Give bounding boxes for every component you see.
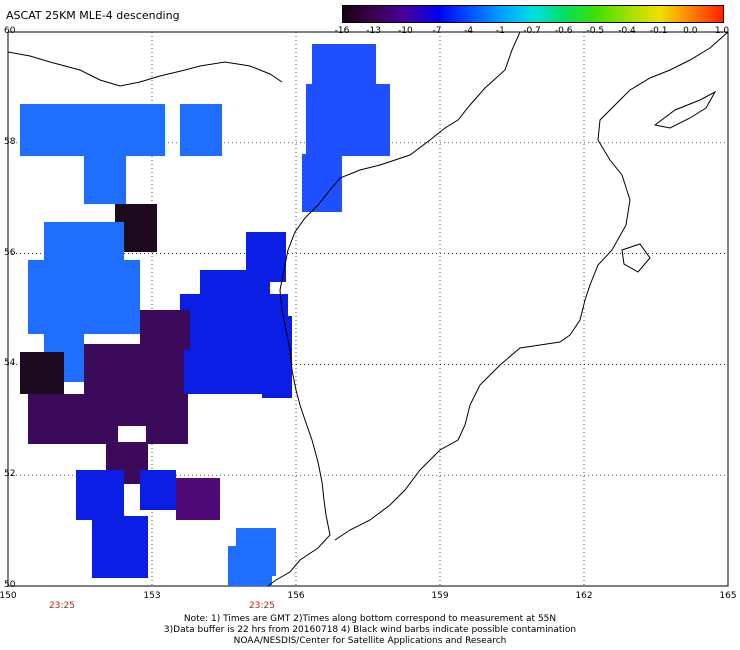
map-title: ASCAT 25KM MLE-4 descending <box>6 9 180 22</box>
swath-cell <box>312 44 376 84</box>
swath-cell <box>28 260 140 334</box>
lon-label: 162 <box>575 591 593 601</box>
swath-cell <box>180 104 222 156</box>
colorbar-tick: -10 <box>397 26 413 36</box>
swath-cell <box>262 316 292 398</box>
colorbar-tick: -7 <box>432 26 442 36</box>
colorbar-tick: -0.6 <box>554 26 573 36</box>
coast-north <box>7 51 283 87</box>
swath-cell <box>76 470 124 520</box>
swath-cell <box>140 310 190 350</box>
swath-cell <box>228 546 272 586</box>
swath-cell <box>176 478 220 520</box>
swath-cell <box>84 124 164 154</box>
colorbar-tick: -0.1 <box>649 26 668 36</box>
lat-label: 50 <box>4 580 16 590</box>
colorbar <box>342 5 724 23</box>
data-cells <box>20 44 390 586</box>
colorbar-tick: -0.4 <box>618 26 636 36</box>
lat-label: 54 <box>4 358 16 369</box>
lat-label: 60 <box>4 26 16 36</box>
colorbar-tick: -16 <box>334 26 350 36</box>
lat-label: 56 <box>4 247 16 258</box>
colorbar-tick: 0.0 <box>683 26 698 36</box>
lon-label: 150 <box>0 591 17 601</box>
map-frame <box>7 31 729 587</box>
swath-cell <box>20 352 64 394</box>
colorbar-tick: -0.7 <box>523 26 541 36</box>
time-label-1: 23:25 <box>49 601 75 611</box>
swath-cell <box>28 394 188 444</box>
lat-label: 52 <box>4 469 16 480</box>
colorbar-tick: -1 <box>495 26 505 36</box>
island-south <box>621 243 651 273</box>
lon-label: 165 <box>719 591 737 601</box>
footnotes: Note: 1) Times are GMT 2)Times along bot… <box>0 614 740 647</box>
time-label-2: 23:25 <box>249 601 275 611</box>
swath-cell <box>140 470 176 510</box>
note-line-3: NOAA/NESDIS/Center for Satellite Applica… <box>233 636 507 646</box>
lon-label: 159 <box>431 591 449 601</box>
coast-kamchatka <box>267 31 521 587</box>
swath-cell <box>306 84 390 156</box>
swath-cell <box>84 154 126 204</box>
coast-east <box>334 31 729 541</box>
swath-cell <box>106 526 136 560</box>
island-east <box>653 90 717 129</box>
note-line-1: Note: 1) Times are GMT 2)Times along bot… <box>183 614 557 624</box>
lat-label: 58 <box>4 136 16 147</box>
colorbar-tick: -4 <box>464 26 474 36</box>
swath-gap <box>118 426 146 442</box>
colorbar-tick: 1.0 <box>714 26 730 36</box>
coastline <box>7 31 729 587</box>
colorbar-tick: -13 <box>366 26 382 36</box>
lon-label: 153 <box>143 591 161 601</box>
lon-label: 156 <box>287 591 305 601</box>
note-line-2: 3)Data buffer is 22 hrs from 20160718 4)… <box>163 625 577 635</box>
colorbar-tick: -0.5 <box>586 26 605 36</box>
